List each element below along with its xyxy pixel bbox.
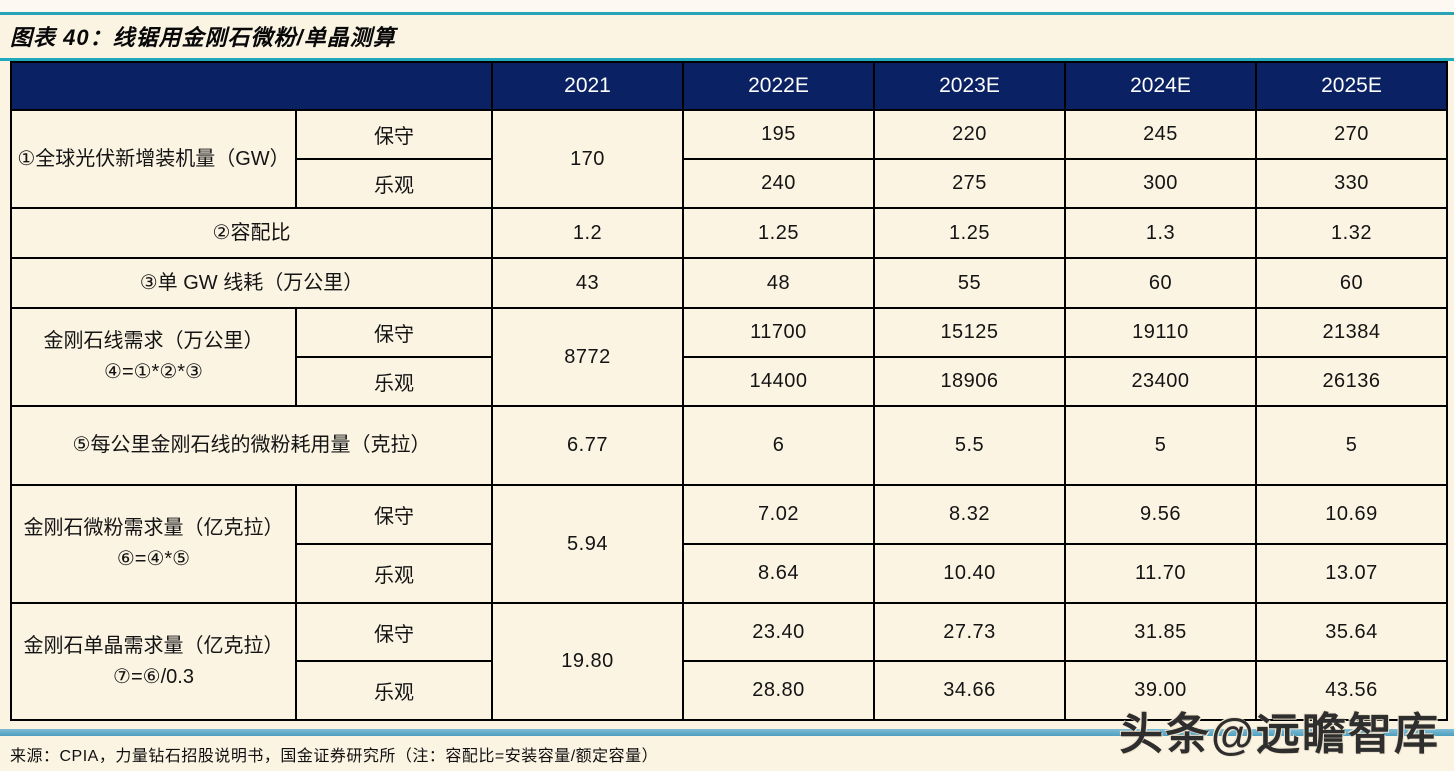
- value-cell: 1.3: [1064, 207, 1257, 259]
- value-cell: 275: [873, 158, 1066, 209]
- value-cell: 1.25: [682, 207, 875, 259]
- scenario-cell: 保守: [295, 307, 493, 358]
- value-cell: 31.85: [1064, 602, 1257, 662]
- scenario-cell: 乐观: [295, 356, 493, 407]
- value-cell: 15125: [873, 307, 1066, 358]
- value-cell: 14400: [682, 356, 875, 407]
- year-header-2021: 2021: [491, 61, 684, 111]
- value-cell: 18906: [873, 356, 1066, 407]
- page-title: 图表 40：线锯用金刚石微粉/单晶测算: [10, 25, 396, 50]
- row-label: ①全球光伏新增装机量（GW）: [10, 109, 297, 209]
- corner-cell: [10, 61, 493, 111]
- value-cell: 5.94: [491, 484, 684, 604]
- table-row: ①全球光伏新增装机量（GW） 保守 170 195 220 245 270: [10, 109, 1448, 209]
- year-header-2023e: 2023E: [873, 61, 1066, 111]
- row-label: 金刚石单晶需求量（亿克拉）⑦=⑥/0.3: [10, 602, 297, 721]
- year-header-2022e: 2022E: [682, 61, 875, 111]
- value-cell: 8772: [491, 307, 684, 407]
- estimation-table: 2021 2022E 2023E 2024E 2025E ①全球光伏新增装机量（…: [10, 61, 1448, 721]
- year-header-2024e: 2024E: [1064, 61, 1257, 111]
- value-cell: 60: [1064, 257, 1257, 309]
- value-cell: 7.02: [682, 484, 875, 545]
- value-cell: 48: [682, 257, 875, 309]
- value-cell: 5: [1064, 405, 1257, 486]
- value-cell: 34.66: [873, 660, 1066, 721]
- year-header-2025e: 2025E: [1255, 61, 1448, 111]
- value-cell: 23.40: [682, 602, 875, 662]
- table-row: 乐观 240 275 300 330: [11, 158, 1448, 209]
- value-cell: 19110: [1064, 307, 1257, 358]
- table-header-row: 2021 2022E 2023E 2024E 2025E: [10, 61, 1448, 111]
- value-cell: 13.07: [1255, 543, 1448, 604]
- value-cell: 19.80: [491, 602, 684, 721]
- value-cell: 26136: [1255, 356, 1448, 407]
- scenario-cell: 保守: [295, 602, 493, 662]
- value-cell: 6: [682, 405, 875, 486]
- value-cell: 28.80: [682, 660, 875, 721]
- value-cell: 1.2: [491, 207, 684, 259]
- value-cell: 23400: [1064, 356, 1257, 407]
- value-cell: 170: [491, 109, 684, 209]
- value-cell: 5: [1255, 405, 1448, 486]
- row-label: 金刚石微粉需求量（亿克拉）⑥=④*⑤: [10, 484, 297, 604]
- table-row: 金刚石微粉需求量（亿克拉）⑥=④*⑤ 保守 5.94 7.02 8.32 9.5…: [10, 484, 1448, 604]
- value-cell: 300: [1064, 158, 1257, 209]
- table-row: 金刚石线需求（万公里）④=①*②*③ 保守 8772 11700 15125 1…: [10, 307, 1448, 407]
- value-cell: 11700: [682, 307, 875, 358]
- value-cell: 43: [491, 257, 684, 309]
- table-row: 金刚石单晶需求量（亿克拉）⑦=⑥/0.3 保守 19.80 23.40 27.7…: [10, 602, 1448, 721]
- table-row: 乐观 8.64 10.40 11.70 13.07: [11, 543, 1448, 604]
- value-cell: 5.5: [873, 405, 1066, 486]
- table-row: ③单 GW 线耗（万公里） 43 48 55 60 60: [10, 257, 1448, 309]
- row-label: 金刚石线需求（万公里）④=①*②*③: [10, 307, 297, 407]
- source-note: 来源：CPIA，力量钻石招股说明书，国金证券研究所（注：容配比=安装容量/额定容…: [10, 748, 659, 765]
- scenario-cell: 保守: [295, 484, 493, 545]
- value-cell: 10.40: [873, 543, 1066, 604]
- table-row: 乐观 28.80 34.66 39.00 43.56: [11, 660, 1448, 721]
- value-cell: 43.56: [1255, 660, 1448, 721]
- header-accent-line: [0, 58, 1454, 61]
- value-cell: 55: [873, 257, 1066, 309]
- table-row: ⑤每公里金刚石线的微粉耗用量（克拉） 6.77 6 5.5 5 5: [10, 405, 1448, 486]
- top-band: [0, 0, 1454, 12]
- value-cell: 8.32: [873, 484, 1066, 545]
- value-cell: 35.64: [1255, 602, 1448, 662]
- row-label: ③单 GW 线耗（万公里）: [10, 257, 493, 309]
- table-row: 乐观 14400 18906 23400 26136: [11, 356, 1448, 407]
- scenario-cell: 乐观: [295, 660, 493, 721]
- bottom-accent-line: [0, 729, 1454, 736]
- value-cell: 11.70: [1064, 543, 1257, 604]
- value-cell: 1.25: [873, 207, 1066, 259]
- top-accent-line: [0, 12, 1454, 15]
- value-cell: 220: [873, 109, 1066, 160]
- value-cell: 245: [1064, 109, 1257, 160]
- row-label: ⑤每公里金刚石线的微粉耗用量（克拉）: [10, 405, 493, 486]
- scenario-cell: 保守: [295, 109, 493, 160]
- value-cell: 240: [682, 158, 875, 209]
- scenario-cell: 乐观: [295, 543, 493, 604]
- value-cell: 10.69: [1255, 484, 1448, 545]
- value-cell: 195: [682, 109, 875, 160]
- scenario-cell: 乐观: [295, 158, 493, 209]
- table-row: ②容配比 1.2 1.25 1.25 1.3 1.32: [10, 207, 1448, 259]
- value-cell: 8.64: [682, 543, 875, 604]
- value-cell: 21384: [1255, 307, 1448, 358]
- value-cell: 330: [1255, 158, 1448, 209]
- row-label: ②容配比: [10, 207, 493, 259]
- watermark: 头条@远瞻智库: [1119, 710, 1440, 759]
- value-cell: 39.00: [1064, 660, 1257, 721]
- value-cell: 27.73: [873, 602, 1066, 662]
- value-cell: 9.56: [1064, 484, 1257, 545]
- value-cell: 6.77: [491, 405, 684, 486]
- value-cell: 60: [1255, 257, 1448, 309]
- value-cell: 1.32: [1255, 207, 1448, 259]
- value-cell: 270: [1255, 109, 1448, 160]
